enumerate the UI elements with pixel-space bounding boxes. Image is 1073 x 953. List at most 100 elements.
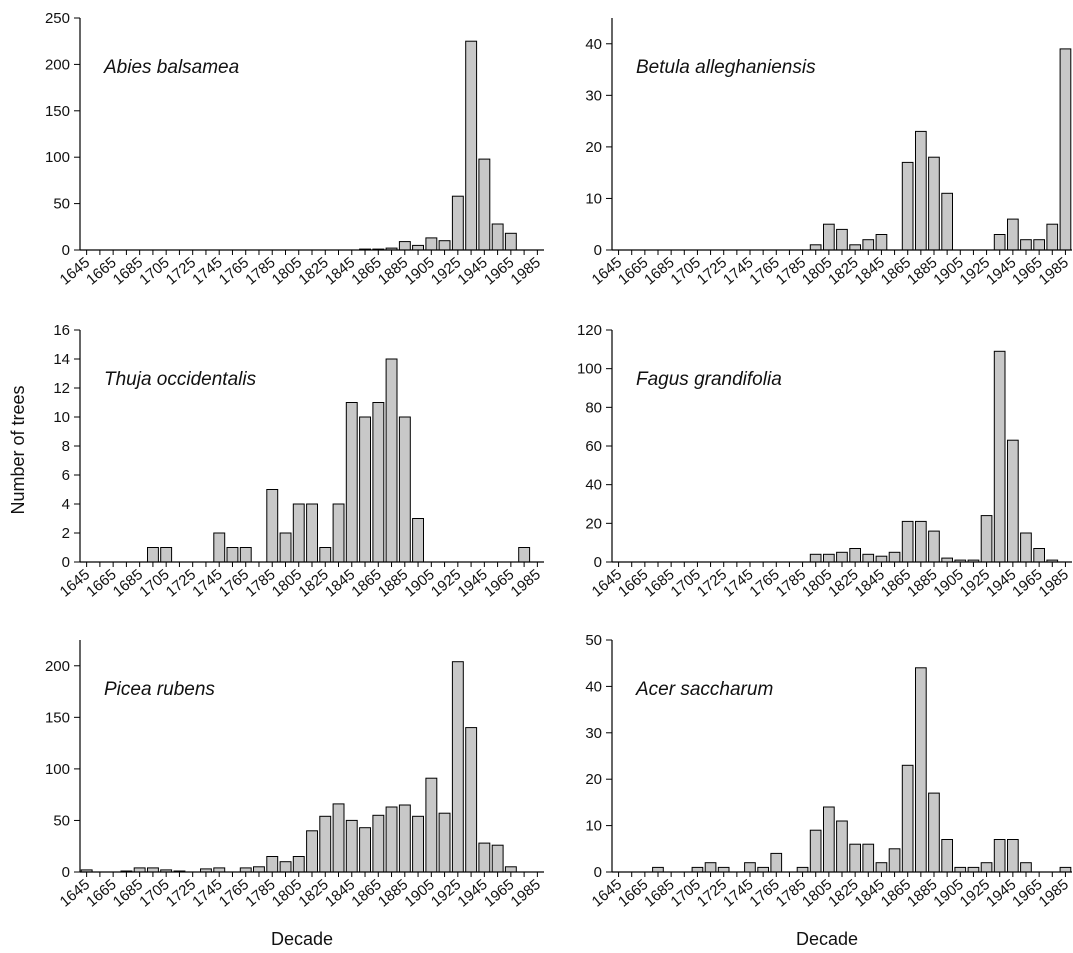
bar-2-1795 xyxy=(809,244,822,251)
y-tick-label: 200 xyxy=(45,56,70,73)
bar-5-1905 xyxy=(425,777,438,873)
bar-3-1875 xyxy=(385,358,398,563)
bar-3-1695 xyxy=(147,547,159,563)
y-tick-label: 2 xyxy=(62,525,70,542)
y-tick-label: 6 xyxy=(62,467,70,484)
x-tick-label: 1985 xyxy=(1035,566,1071,600)
bar-6-1765 xyxy=(770,852,783,873)
bar-5-1915 xyxy=(438,812,451,873)
bar-6-1705 xyxy=(691,866,704,873)
bar-4-1865 xyxy=(901,520,914,563)
bar-3-1845 xyxy=(345,402,358,563)
bar-3-1805 xyxy=(292,503,305,563)
bar-2-1975 xyxy=(1046,223,1059,251)
bar-6-1825 xyxy=(849,843,861,873)
y-tick-label: 4 xyxy=(62,496,70,513)
bar-6-1865 xyxy=(901,764,914,873)
y-tick-label: 20 xyxy=(585,515,602,532)
y-tick-label: 150 xyxy=(45,709,70,726)
y-tick-label: 10 xyxy=(53,409,70,426)
bar-6-1925 xyxy=(980,862,993,873)
bar-5-1825 xyxy=(319,815,332,873)
bar-1-1895 xyxy=(412,244,425,251)
x-axis-label-right: Decade xyxy=(796,929,858,949)
bar-4-1845 xyxy=(875,555,888,563)
y-tick-label: 16 xyxy=(53,322,70,339)
x-axis-label-left: Decade xyxy=(271,929,333,949)
bar-2-1825 xyxy=(849,244,861,251)
bar-3-1785 xyxy=(266,489,279,563)
bar-6-1885 xyxy=(928,792,940,873)
bar-4-1825 xyxy=(849,548,861,563)
species-label: Acer saccharum xyxy=(635,679,773,700)
bar-2-1935 xyxy=(993,234,1006,251)
y-tick-label: 100 xyxy=(45,761,70,778)
bar-1-1965 xyxy=(504,232,517,251)
bar-6-1725 xyxy=(717,866,730,873)
bar-5-1965 xyxy=(504,866,517,873)
bar-2-1945 xyxy=(1007,218,1019,251)
bar-4-1935 xyxy=(993,350,1006,563)
y-tick-label: 30 xyxy=(585,725,602,742)
bar-4-1965 xyxy=(1033,548,1046,563)
y-tick-label: 12 xyxy=(53,380,70,397)
bar-4-1805 xyxy=(823,553,835,563)
bar-2-1845 xyxy=(875,234,888,251)
x-tick-label: 1985 xyxy=(507,254,543,288)
bar-2-1865 xyxy=(901,161,914,251)
bar-4-1835 xyxy=(862,553,875,563)
species-label: Abies balsamea xyxy=(103,57,239,78)
bar-1-1945 xyxy=(478,158,491,251)
bar-5-1695 xyxy=(147,867,159,873)
bar-6-1945 xyxy=(1007,839,1019,873)
bar-4-1885 xyxy=(928,530,940,563)
y-tick-label: 0 xyxy=(594,864,602,881)
bar-5-1785 xyxy=(266,856,279,873)
bar-3-1745 xyxy=(213,532,226,563)
bar-3-1895 xyxy=(412,518,425,563)
bar-4-1875 xyxy=(915,520,927,563)
bar-6-1815 xyxy=(836,820,848,873)
bar-6-1905 xyxy=(954,866,967,873)
bar-6-1985 xyxy=(1059,866,1072,873)
bar-2-1805 xyxy=(823,223,835,251)
bar-5-1955 xyxy=(491,844,504,873)
bar-6-1755 xyxy=(757,866,769,873)
bar-3-1795 xyxy=(279,532,292,563)
x-tick-label: 1985 xyxy=(1035,254,1071,288)
bar-3-1705 xyxy=(160,547,173,563)
y-tick-label: 14 xyxy=(53,351,70,368)
bar-1-1885 xyxy=(398,241,411,251)
bar-3-1815 xyxy=(306,503,319,563)
y-tick-label: 0 xyxy=(594,242,602,259)
bar-6-1935 xyxy=(993,839,1006,873)
panel-3: 0246810121416164516651685170517251745176… xyxy=(53,322,544,601)
bar-4-1925 xyxy=(980,515,993,563)
y-tick-label: 120 xyxy=(577,322,602,339)
bar-6-1785 xyxy=(796,866,809,873)
bar-3-1835 xyxy=(332,503,345,563)
y-tick-label: 100 xyxy=(577,361,602,378)
bar-4-1855 xyxy=(888,551,901,563)
y-tick-label: 0 xyxy=(62,242,70,259)
y-tick-label: 50 xyxy=(585,632,602,649)
y-axis-label: Number of trees xyxy=(8,385,28,514)
bar-3-1885 xyxy=(398,416,411,563)
bar-5-1945 xyxy=(478,842,491,873)
species-label: Picea rubens xyxy=(104,679,215,700)
bar-5-1865 xyxy=(372,814,385,873)
y-tick-label: 80 xyxy=(585,399,602,416)
y-tick-label: 0 xyxy=(62,864,70,881)
panel-6: 0102030405016451665168517051725174517651… xyxy=(585,632,1072,911)
bar-5-1795 xyxy=(279,861,292,873)
bar-6-1805 xyxy=(823,806,835,873)
y-tick-label: 100 xyxy=(45,149,70,166)
y-tick-label: 40 xyxy=(585,678,602,695)
bar-3-1975 xyxy=(518,547,531,563)
bar-5-1875 xyxy=(385,806,398,873)
bar-6-1675 xyxy=(652,866,664,873)
x-tick-label: 1985 xyxy=(507,876,543,910)
bar-6-1895 xyxy=(941,839,953,873)
y-tick-label: 8 xyxy=(62,438,70,455)
